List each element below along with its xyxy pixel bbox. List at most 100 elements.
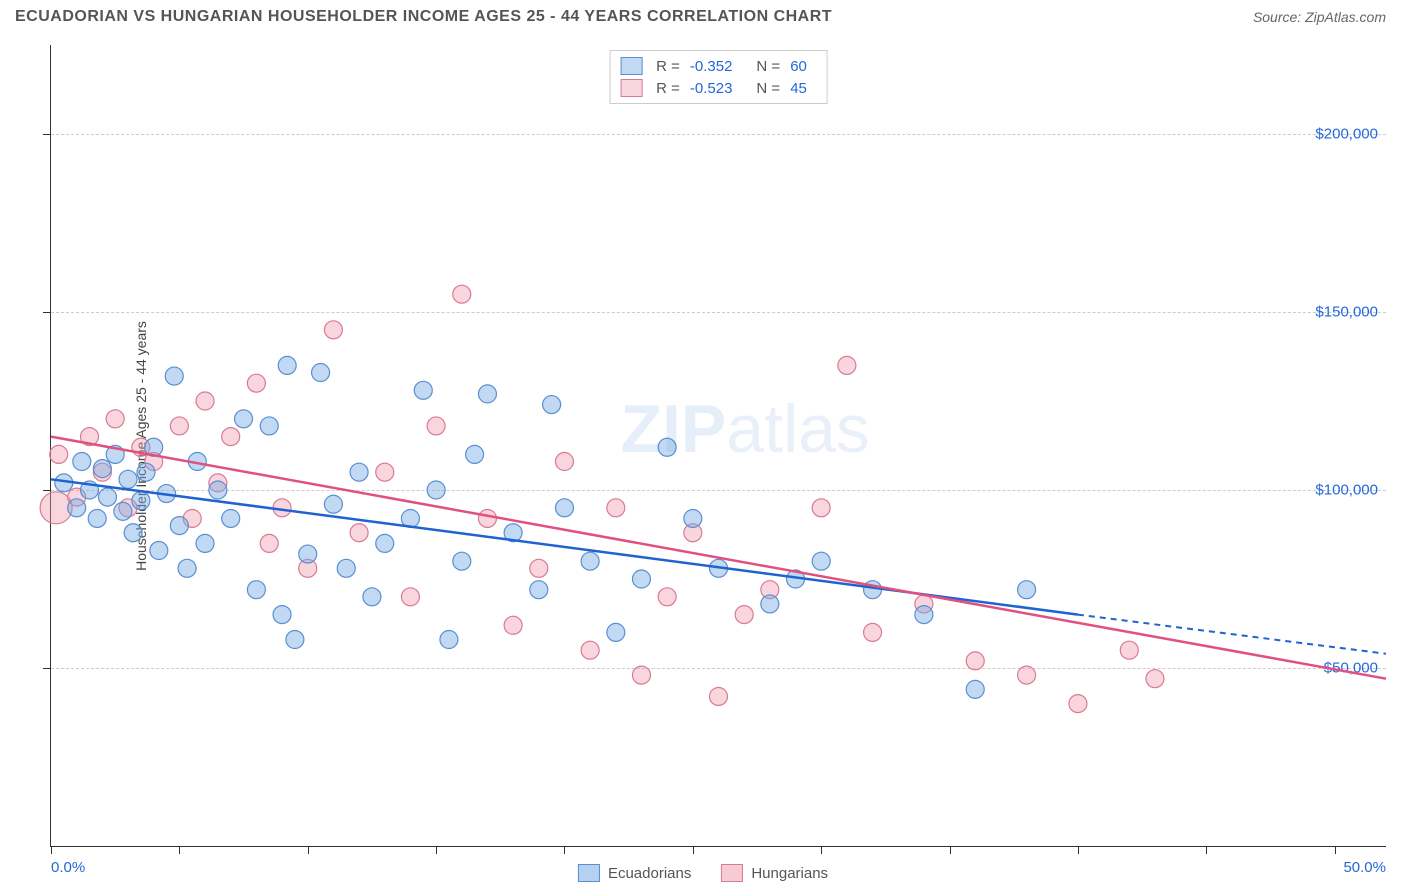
chart-plot-area: ZIPatlas Householder Income Ages 25 - 44… bbox=[50, 45, 1386, 847]
x-tick bbox=[1078, 846, 1079, 854]
data-point bbox=[864, 623, 882, 641]
x-tick bbox=[950, 846, 951, 854]
legend-swatch bbox=[721, 864, 743, 882]
y-tick bbox=[43, 134, 51, 135]
data-point bbox=[632, 570, 650, 588]
legend-swatch bbox=[620, 57, 642, 75]
x-tick bbox=[693, 846, 694, 854]
data-point bbox=[1018, 666, 1036, 684]
data-point bbox=[93, 460, 111, 478]
data-point bbox=[165, 367, 183, 385]
data-point bbox=[504, 616, 522, 634]
series-legend: Ecuadorians Hungarians bbox=[578, 864, 828, 882]
data-point bbox=[132, 492, 150, 510]
data-point bbox=[260, 417, 278, 435]
data-point bbox=[966, 680, 984, 698]
data-point bbox=[247, 581, 265, 599]
data-point bbox=[915, 606, 933, 624]
data-point bbox=[555, 499, 573, 517]
data-point bbox=[1120, 641, 1138, 659]
data-point bbox=[196, 534, 214, 552]
legend-item: Ecuadorians bbox=[578, 864, 691, 882]
data-point bbox=[761, 595, 779, 613]
data-point bbox=[350, 524, 368, 542]
r-label: R = bbox=[656, 58, 680, 75]
legend-swatch bbox=[578, 864, 600, 882]
data-point bbox=[658, 438, 676, 456]
data-point bbox=[453, 285, 471, 303]
data-point bbox=[170, 417, 188, 435]
data-point bbox=[196, 392, 214, 410]
data-point bbox=[466, 445, 484, 463]
data-point bbox=[124, 524, 142, 542]
data-point bbox=[543, 396, 561, 414]
n-label: N = bbox=[756, 80, 780, 97]
correlation-legend: R =-0.352N =60R =-0.523N =45 bbox=[609, 50, 828, 104]
data-point bbox=[363, 588, 381, 606]
x-tick bbox=[564, 846, 565, 854]
data-point bbox=[607, 499, 625, 517]
data-point bbox=[735, 606, 753, 624]
data-point bbox=[50, 445, 68, 463]
x-tick bbox=[1206, 846, 1207, 854]
legend-swatch bbox=[620, 79, 642, 97]
data-point bbox=[273, 606, 291, 624]
source-attribution: Source: ZipAtlas.com bbox=[1253, 9, 1386, 25]
data-point bbox=[427, 417, 445, 435]
data-point bbox=[427, 481, 445, 499]
data-point bbox=[178, 559, 196, 577]
data-point bbox=[68, 499, 86, 517]
legend-label: Ecuadorians bbox=[608, 865, 691, 882]
data-point bbox=[137, 463, 155, 481]
data-point bbox=[555, 453, 573, 471]
data-point bbox=[1018, 581, 1036, 599]
data-point bbox=[812, 552, 830, 570]
data-point bbox=[966, 652, 984, 670]
x-axis-min-label: 0.0% bbox=[51, 859, 85, 876]
trend-line bbox=[51, 437, 1386, 679]
n-label: N = bbox=[756, 58, 780, 75]
data-point bbox=[414, 381, 432, 399]
data-point bbox=[114, 502, 132, 520]
data-point bbox=[119, 470, 137, 488]
data-point bbox=[312, 364, 330, 382]
n-value: 45 bbox=[790, 80, 807, 97]
chart-title: ECUADORIAN VS HUNGARIAN HOUSEHOLDER INCO… bbox=[15, 8, 832, 26]
r-value: -0.523 bbox=[690, 80, 733, 97]
data-point bbox=[581, 641, 599, 659]
data-point bbox=[88, 509, 106, 527]
data-point bbox=[98, 488, 116, 506]
x-tick bbox=[308, 846, 309, 854]
data-point bbox=[222, 509, 240, 527]
data-point bbox=[299, 545, 317, 563]
data-point bbox=[658, 588, 676, 606]
data-point bbox=[1069, 695, 1087, 713]
data-point bbox=[838, 356, 856, 374]
r-value: -0.352 bbox=[690, 58, 733, 75]
data-point bbox=[324, 495, 342, 513]
data-point bbox=[478, 509, 496, 527]
legend-label: Hungarians bbox=[751, 865, 828, 882]
data-point bbox=[209, 481, 227, 499]
data-point bbox=[530, 559, 548, 577]
data-point bbox=[1146, 670, 1164, 688]
data-point bbox=[632, 666, 650, 684]
y-tick bbox=[43, 312, 51, 313]
data-point bbox=[376, 463, 394, 481]
scatter-plot-svg bbox=[51, 45, 1386, 846]
data-point bbox=[106, 410, 124, 428]
data-point bbox=[73, 453, 91, 471]
n-value: 60 bbox=[790, 58, 807, 75]
legend-row: R =-0.523N =45 bbox=[620, 77, 817, 99]
data-point bbox=[530, 581, 548, 599]
data-point bbox=[607, 623, 625, 641]
data-point bbox=[812, 499, 830, 517]
data-point bbox=[376, 534, 394, 552]
x-tick bbox=[1335, 846, 1336, 854]
data-point bbox=[222, 428, 240, 446]
data-point bbox=[247, 374, 265, 392]
x-axis-max-label: 50.0% bbox=[1343, 859, 1386, 876]
x-tick bbox=[179, 846, 180, 854]
data-point bbox=[170, 517, 188, 535]
data-point bbox=[286, 631, 304, 649]
